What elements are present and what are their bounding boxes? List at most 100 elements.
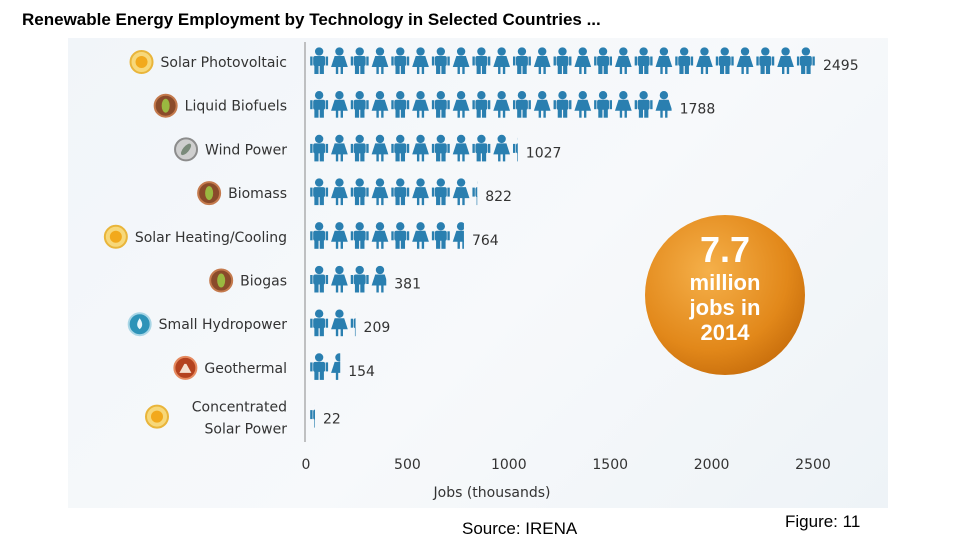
person-icon	[331, 134, 348, 162]
person-icon	[452, 178, 470, 206]
person-icon	[310, 134, 329, 162]
person-icon	[553, 47, 572, 74]
person-icon	[350, 222, 369, 249]
person-icon	[452, 47, 470, 74]
person-icon	[431, 134, 450, 162]
person-icon	[331, 91, 348, 118]
person-icon	[371, 222, 389, 249]
value-label: 1027	[526, 145, 562, 161]
person-icon	[452, 222, 464, 249]
source-caption: Source: IRENA	[462, 519, 578, 538]
badge-line3: 2014	[701, 320, 751, 345]
person-icon	[512, 138, 518, 162]
person-icon	[350, 91, 369, 118]
person-icon	[614, 91, 632, 118]
person-icon	[756, 47, 775, 74]
person-icon	[796, 47, 815, 74]
person-icon	[331, 47, 348, 74]
category-label: Geothermal	[204, 361, 287, 377]
person-icon	[350, 134, 369, 162]
category-label: Concentrated	[192, 400, 287, 416]
person-icon	[391, 222, 410, 249]
person-icon	[493, 47, 511, 74]
person-icon	[350, 47, 369, 74]
person-icon	[594, 91, 613, 118]
person-icon	[675, 47, 694, 74]
person-icon	[512, 91, 531, 118]
badge-number: 7.7	[700, 229, 750, 270]
person-icon	[331, 309, 348, 337]
person-icon	[412, 222, 429, 249]
figure-label: Figure: 11	[785, 512, 861, 531]
x-tick-label: 1000	[491, 457, 527, 473]
person-icon	[391, 47, 410, 74]
person-icon	[574, 47, 592, 74]
category-label: Biogas	[240, 274, 287, 290]
turbine-icon	[174, 137, 199, 162]
person-icon	[331, 222, 348, 249]
x-tick-label: 1500	[592, 457, 628, 473]
person-icon	[310, 91, 329, 118]
x-tick-label: 2500	[795, 457, 831, 473]
category-label: Solar Heating/Cooling	[135, 230, 287, 246]
person-icon	[736, 47, 754, 74]
person-icon	[412, 134, 429, 162]
value-label: 822	[485, 189, 512, 205]
person-icon	[512, 47, 531, 74]
person-icon	[310, 309, 329, 337]
value-label: 764	[472, 233, 499, 249]
person-icon	[472, 91, 491, 118]
x-tick-label: 500	[394, 457, 421, 473]
person-icon	[431, 222, 450, 249]
person-icon	[777, 47, 794, 74]
person-icon	[696, 47, 713, 74]
person-icon	[412, 91, 429, 118]
x-tick-label: 0	[302, 457, 311, 473]
leaf-icon	[209, 268, 234, 293]
person-icon	[634, 91, 653, 118]
person-icon	[331, 265, 348, 293]
person-icon	[452, 134, 470, 162]
person-icon	[350, 313, 356, 337]
person-icon	[310, 265, 329, 293]
person-icon	[533, 47, 551, 74]
total-jobs-badge: 7.7 million jobs in 2014	[645, 215, 805, 375]
person-icon	[472, 47, 491, 74]
category-label: Solar Power	[205, 422, 288, 438]
badge-line2: jobs in	[689, 295, 761, 320]
person-icon	[412, 47, 429, 74]
value-label: 209	[364, 320, 391, 336]
person-icon	[493, 134, 511, 162]
person-icon	[452, 91, 470, 118]
person-icon	[553, 91, 572, 118]
sun-icon	[129, 50, 154, 74]
x-tick-label: 2000	[694, 457, 730, 473]
person-icon	[655, 47, 673, 74]
category-label: Biomass	[228, 186, 287, 202]
person-icon	[391, 91, 410, 118]
volcano-icon	[173, 355, 198, 380]
person-icon	[310, 404, 315, 428]
person-icon	[574, 91, 592, 118]
person-icon	[371, 265, 387, 293]
category-label: Liquid Biofuels	[185, 99, 287, 115]
category-label: Small Hydropower	[159, 317, 288, 333]
person-icon	[331, 178, 348, 206]
leaf-icon	[197, 181, 222, 206]
person-icon	[431, 91, 450, 118]
person-icon	[412, 178, 429, 206]
person-icon	[431, 47, 450, 74]
person-icon	[614, 47, 632, 74]
value-label: 2495	[823, 58, 859, 74]
person-icon	[472, 134, 491, 162]
person-icon	[371, 91, 389, 118]
person-icon	[371, 178, 389, 206]
value-label: 381	[394, 277, 421, 293]
person-icon	[331, 353, 341, 380]
category-label: Wind Power	[205, 142, 287, 158]
leaf-icon	[153, 93, 178, 118]
person-icon	[371, 134, 389, 162]
person-icon	[310, 222, 329, 249]
badge-line1: million	[690, 270, 761, 295]
